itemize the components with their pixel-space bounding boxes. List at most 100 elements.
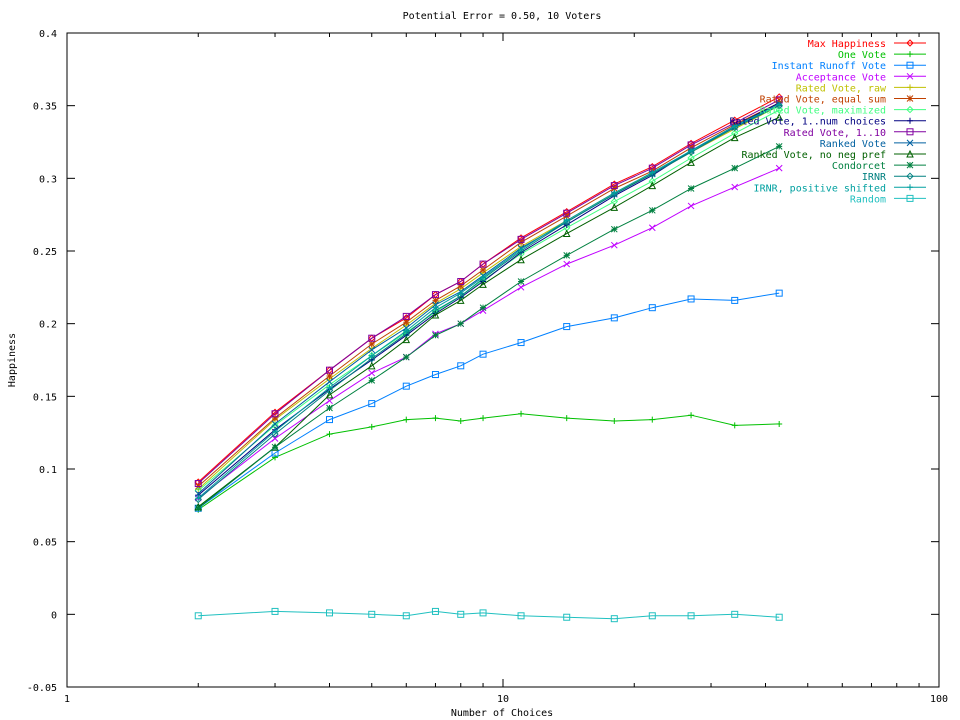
- data-point: [326, 397, 333, 405]
- data-point: [688, 147, 695, 154]
- data-point: [610, 314, 618, 322]
- legend-marker: [906, 61, 914, 69]
- legend-label: Rated Vote, 1..10: [784, 128, 886, 139]
- legend-marker: [906, 139, 914, 147]
- legend-label: Random: [850, 194, 886, 205]
- data-point: [457, 362, 465, 370]
- data-point: [648, 206, 656, 214]
- series-line: [197, 103, 780, 499]
- legend-label: Rated Vote, maximized: [760, 106, 886, 117]
- data-point: [775, 106, 783, 114]
- x-tick-label: 100: [930, 694, 948, 705]
- data-point: [368, 423, 375, 430]
- series-2: [194, 289, 783, 512]
- data-point: [403, 327, 410, 334]
- data-point: [563, 415, 570, 422]
- series-line: [197, 99, 780, 484]
- y-tick-label: 0.35: [33, 102, 57, 113]
- data-point: [563, 209, 571, 217]
- data-point: [563, 252, 571, 259]
- data-point: [368, 334, 376, 342]
- series-line: [197, 116, 780, 508]
- data-point: [194, 480, 202, 488]
- series-line: [197, 167, 780, 499]
- data-point: [432, 304, 439, 311]
- legend-label: Condorcet: [832, 161, 886, 172]
- series-12: [194, 101, 783, 504]
- data-point: [731, 610, 739, 618]
- data-point: [325, 366, 333, 374]
- data-point: [731, 123, 738, 130]
- legend-label: One Vote: [838, 50, 886, 61]
- y-axis: -0.05 0 0.05 0.1 0.15 0.2 0.25 0.3 0.35 0.4: [27, 29, 939, 694]
- legend-marker: [907, 51, 913, 58]
- data-point: [271, 443, 279, 451]
- legend-marker: [906, 161, 914, 169]
- legend-label: Rated Vote, raw: [796, 83, 887, 94]
- data-point: [775, 143, 783, 150]
- data-point: [687, 154, 695, 162]
- data-point: [731, 164, 739, 172]
- data-point: [402, 612, 410, 620]
- y-tick-label: 0.05: [33, 538, 57, 549]
- series-line: [197, 145, 780, 509]
- y-tick-label: 0.25: [33, 247, 57, 258]
- data-point: [610, 225, 618, 233]
- x-axis-label: Number of Choices: [451, 708, 553, 719]
- series-13: [195, 101, 783, 502]
- data-point: [402, 335, 411, 344]
- data-point: [271, 420, 279, 428]
- data-point: [457, 418, 464, 425]
- x-axis: 1 10 100: [64, 33, 948, 705]
- data-point: [563, 260, 571, 268]
- y-tick-label: 0.2: [39, 320, 57, 331]
- data-point: [367, 361, 376, 370]
- data-point: [563, 613, 571, 621]
- legend-label: Acceptance Vote: [796, 72, 886, 83]
- data-point: [431, 607, 439, 615]
- data-point: [368, 400, 376, 408]
- y-tick-label: 0: [51, 610, 57, 621]
- data-point: [479, 260, 487, 268]
- data-point: [431, 310, 440, 319]
- data-point: [325, 390, 334, 399]
- data-point: [610, 241, 618, 249]
- x-tick-label: 10: [497, 694, 509, 705]
- data-point: [479, 350, 487, 358]
- data-point: [402, 312, 410, 320]
- data-point: [517, 235, 525, 243]
- series-14: [194, 607, 783, 623]
- data-point: [479, 609, 487, 617]
- legend-marker: [906, 39, 914, 47]
- series-line: [197, 413, 780, 511]
- legend-label: IRNR, positive shifted: [754, 183, 886, 194]
- data-point: [687, 158, 695, 166]
- series-3: [194, 164, 783, 502]
- data-point: [687, 202, 695, 210]
- data-point: [402, 382, 410, 390]
- data-point: [432, 331, 439, 339]
- chart-title: Potential Error = 0.50, 10 Voters: [403, 11, 602, 22]
- data-point: [479, 266, 487, 274]
- data-point: [403, 416, 410, 423]
- legend-marker: [907, 184, 913, 191]
- data-point: [648, 181, 657, 190]
- legend-label: Ranked Vote, no neg pref: [742, 150, 887, 161]
- data-point: [432, 415, 439, 422]
- data-point: [730, 133, 739, 142]
- legend-label: Instant Runoff Vote: [772, 61, 886, 72]
- data-point: [272, 454, 279, 461]
- data-point: [194, 612, 202, 620]
- data-point: [271, 607, 279, 615]
- data-point: [610, 203, 619, 211]
- data-point: [480, 415, 487, 422]
- data-point: [731, 183, 739, 191]
- data-point: [368, 369, 376, 377]
- series-line: [197, 292, 780, 509]
- data-point: [611, 189, 618, 196]
- data-point: [325, 416, 333, 424]
- data-point: [731, 422, 738, 429]
- data-point: [776, 420, 783, 427]
